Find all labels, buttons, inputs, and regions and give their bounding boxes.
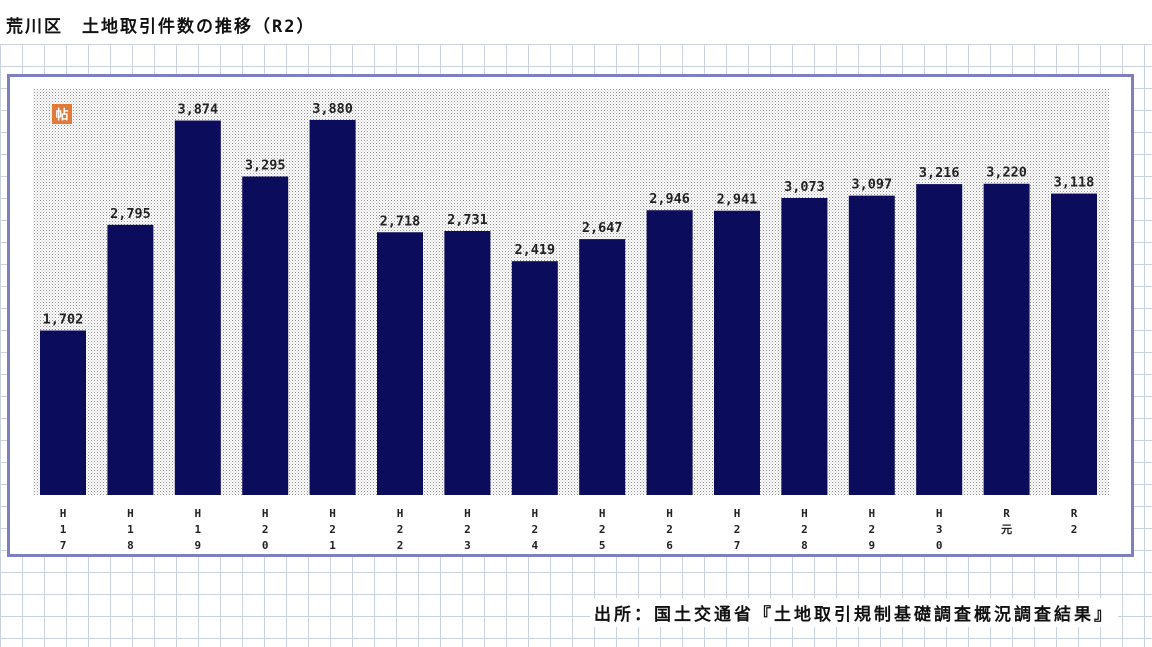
- bar-H19: [174, 120, 221, 495]
- bar-H26: [646, 210, 693, 495]
- bar-H27: [714, 210, 760, 495]
- source-note: 出所：国土交通省『土地取引規制基礎調査概況調査結果』: [590, 598, 1118, 627]
- bar-H25: [579, 239, 626, 495]
- value-label-H21: 3,880: [312, 101, 353, 117]
- value-label-H27: 2,941: [717, 192, 758, 208]
- x-axis-tick-labels: H 1 7 H 1 8 H 1 9 H 2 0 H 2 1 H 2 2 H 2 3 H 2 4 H 2 5 H 2 6 H 2 7 H 2 8 H 2 9 H…: [60, 507, 1078, 552]
- value-label-R2: 3,118: [1054, 175, 1095, 191]
- value-label-H26: 2,946: [649, 191, 690, 207]
- value-label-H24: 2,419: [514, 242, 555, 258]
- chart-title: 荒川区 土地取引件数の推移（R2）: [0, 0, 1152, 44]
- value-label-H17: 1,702: [43, 311, 84, 327]
- bar-H22: [377, 232, 423, 495]
- bar-H30: [916, 184, 963, 495]
- value-label-H29: 3,097: [851, 177, 892, 193]
- bar-H29: [848, 195, 895, 495]
- value-label-H20: 3,295: [245, 157, 286, 173]
- logo-icon: 帖: [52, 104, 72, 124]
- bar-R2: [1051, 193, 1097, 495]
- value-label-H19: 3,874: [177, 102, 218, 118]
- bar-H18: [107, 224, 154, 496]
- chart-frame: 帖 1,702 2,795 3,874 3,295 3,880 2,718 2,731 2,4…: [7, 74, 1134, 557]
- value-label-H25: 2,647: [582, 220, 623, 236]
- bar-H24: [511, 261, 558, 495]
- bar-chart: 帖 1,702 2,795 3,874 3,295 3,880 2,718 2,731 2,4…: [33, 89, 1109, 552]
- bar-R元: [983, 183, 1030, 495]
- value-label-R元: 3,220: [986, 165, 1027, 181]
- logo-text: 帖: [55, 107, 68, 123]
- value-label-H30: 3,216: [919, 165, 960, 181]
- value-label-H18: 2,795: [110, 206, 151, 222]
- bar-series: [40, 119, 1097, 496]
- value-label-H28: 3,073: [784, 179, 825, 195]
- value-labels: 1,702 2,795 3,874 3,295 3,880 2,718 2,731 2,419…: [43, 101, 1095, 328]
- bar-H21: [309, 119, 356, 495]
- value-label-H22: 2,718: [380, 213, 421, 229]
- bar-H23: [444, 231, 491, 495]
- bar-H17: [40, 330, 86, 495]
- bar-H20: [242, 176, 289, 495]
- bar-H28: [781, 197, 828, 495]
- value-label-H23: 2,731: [447, 212, 488, 228]
